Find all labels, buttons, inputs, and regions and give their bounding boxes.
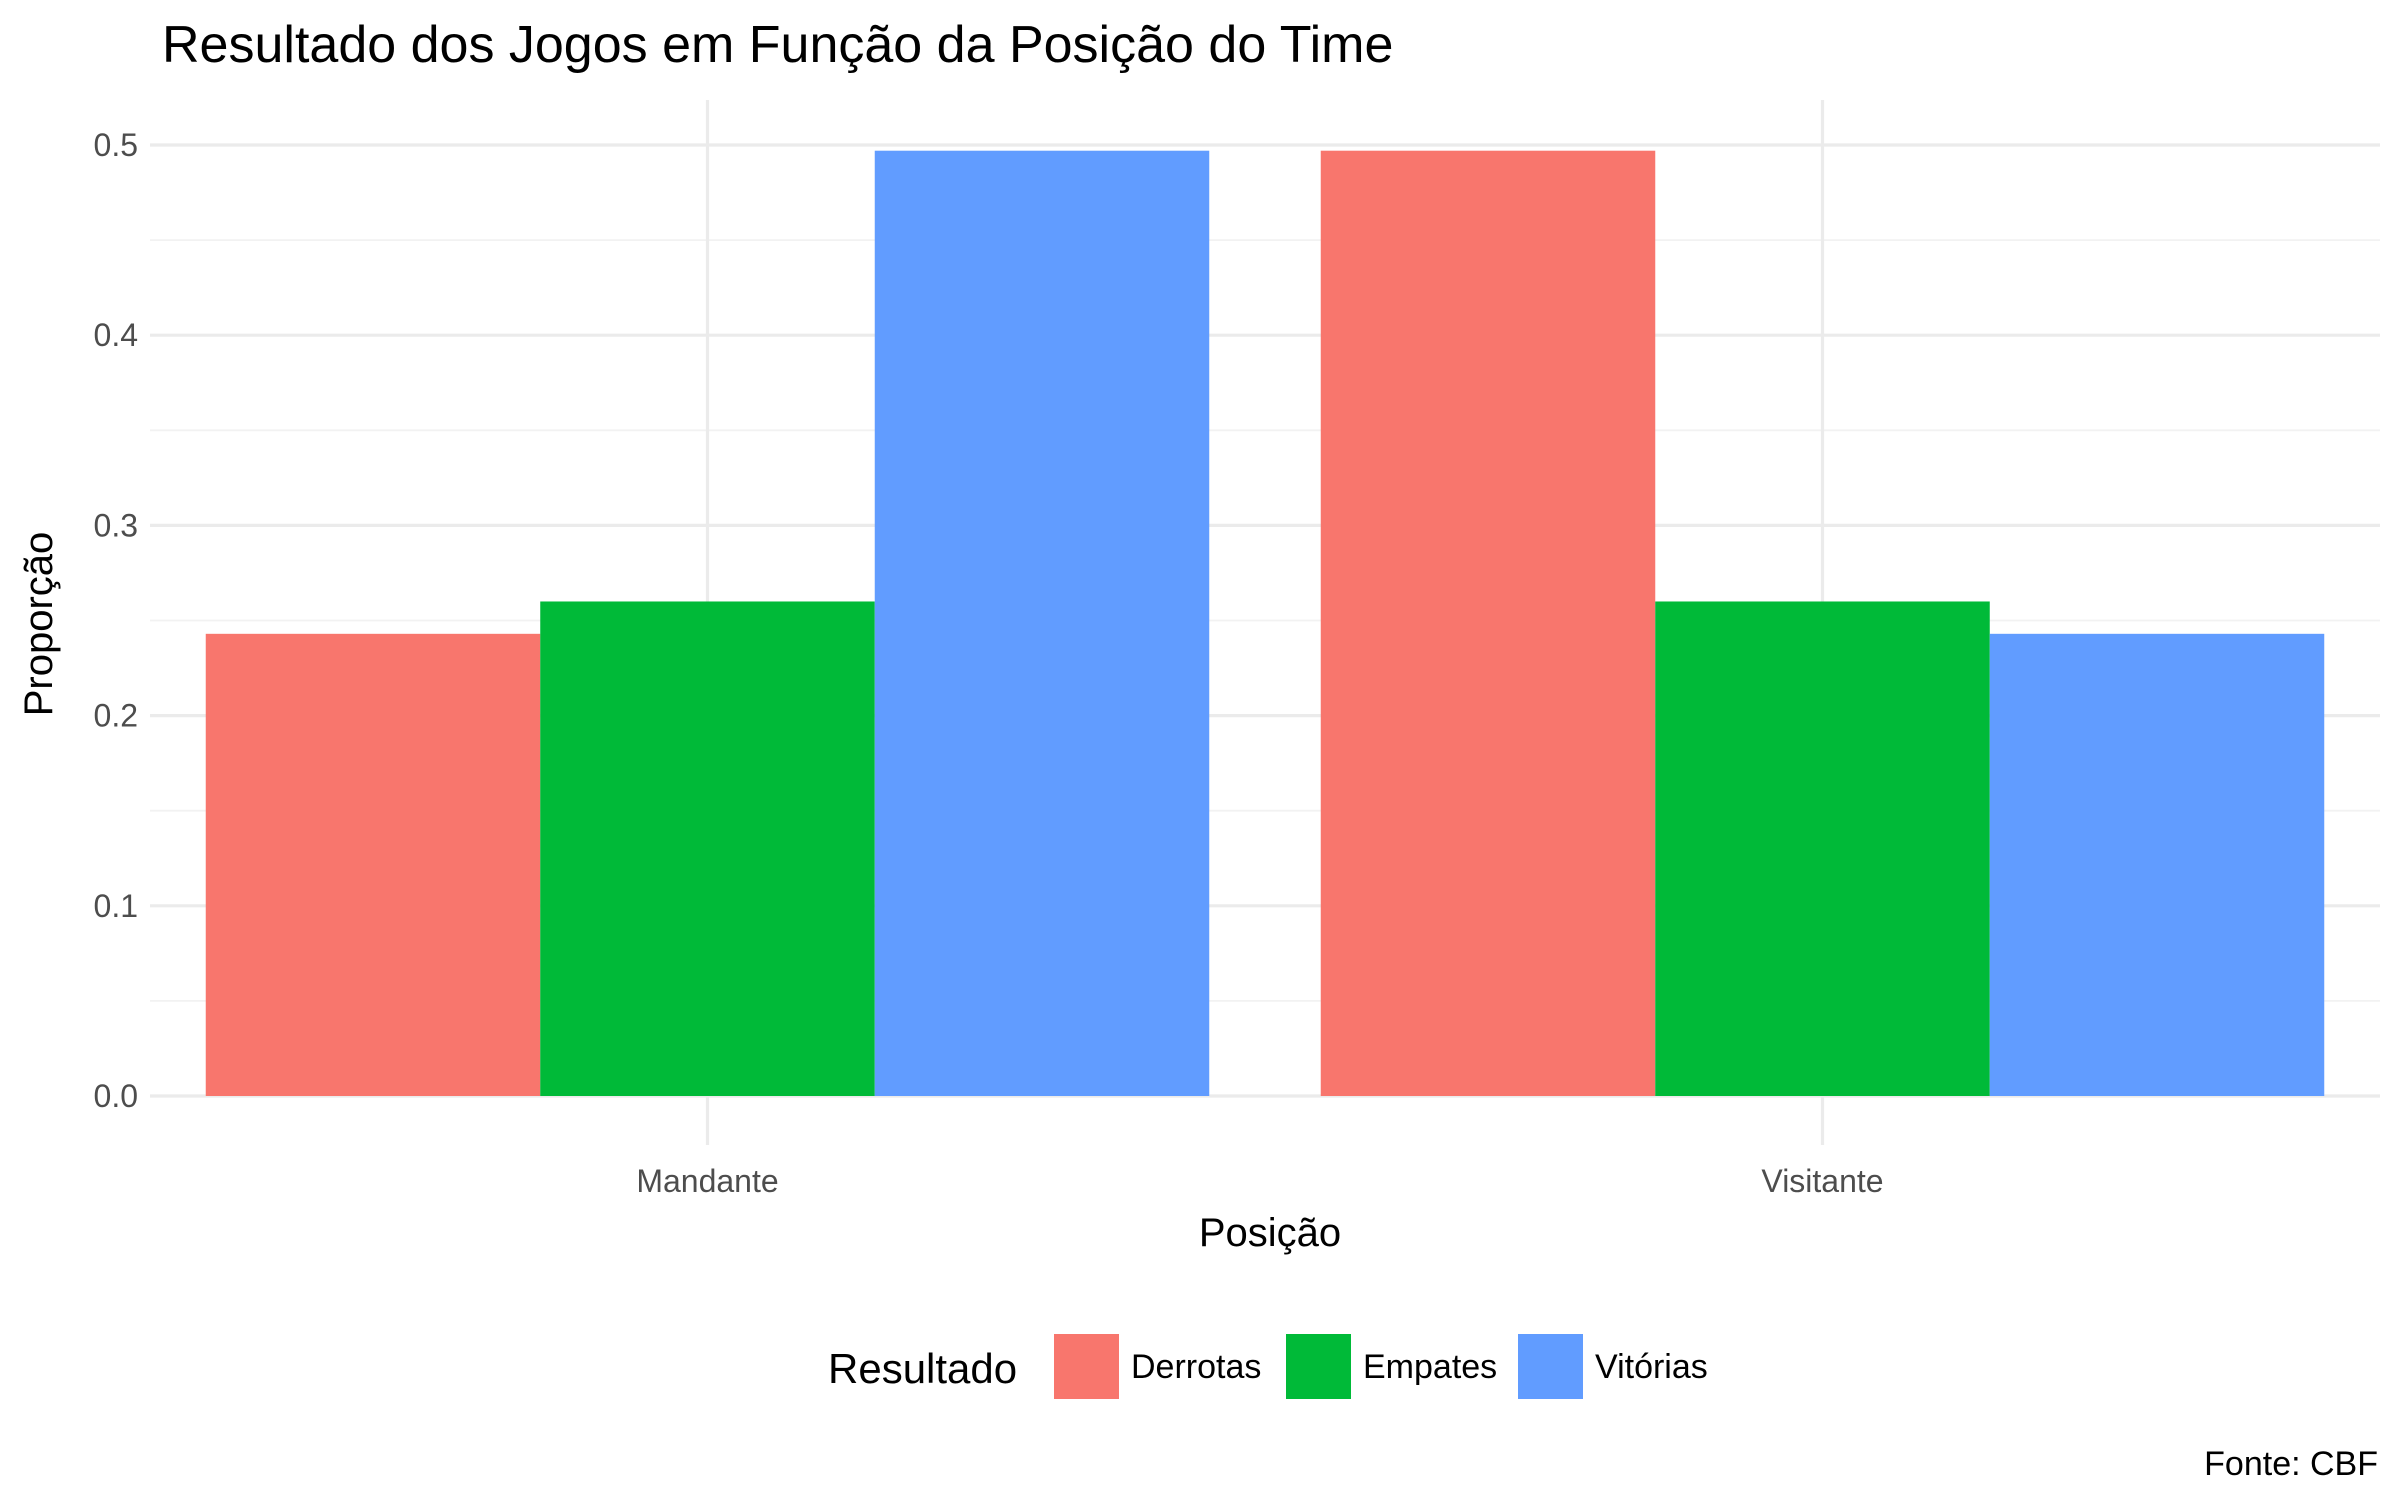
bar [1655,601,1990,1096]
bar [1989,633,2325,1096]
y-tick-label: 0.3 [94,507,138,543]
bar [540,601,875,1096]
y-tick-label: 0.5 [94,127,138,163]
chart-title: Resultado dos Jogos em Função da Posição… [162,16,1393,74]
legend-swatch [1518,1334,1583,1399]
y-tick-label: 0.1 [94,888,138,924]
x-tick-label: Visitante [1761,1163,1883,1199]
bar [1320,150,1656,1096]
y-axis: 0.0 0.1 0.2 0.3 0.4 0.5 [94,127,138,1114]
legend-swatch [1286,1334,1351,1399]
y-tick-label: 0.4 [94,317,138,353]
caption: Fonte: CBF [2204,1445,2378,1483]
y-tick-label: 0.0 [94,1078,138,1114]
bar [874,150,1210,1096]
y-axis-title: Proporção [17,532,61,717]
legend-swatch [1054,1334,1119,1399]
x-axis: Mandante Visitante [636,1163,1883,1199]
bars [205,150,2325,1096]
x-axis-title: Posição [1199,1211,1341,1255]
legend-label: Vitórias [1595,1348,1708,1386]
y-tick-label: 0.2 [94,698,138,734]
legend: Resultado Derrotas Empates Vitórias [828,1334,1708,1399]
legend-title: Resultado [828,1345,1017,1392]
legend-label: Empates [1363,1348,1497,1386]
x-tick-label: Mandante [636,1163,778,1199]
legend-label: Derrotas [1131,1348,1261,1386]
bar [205,633,541,1096]
